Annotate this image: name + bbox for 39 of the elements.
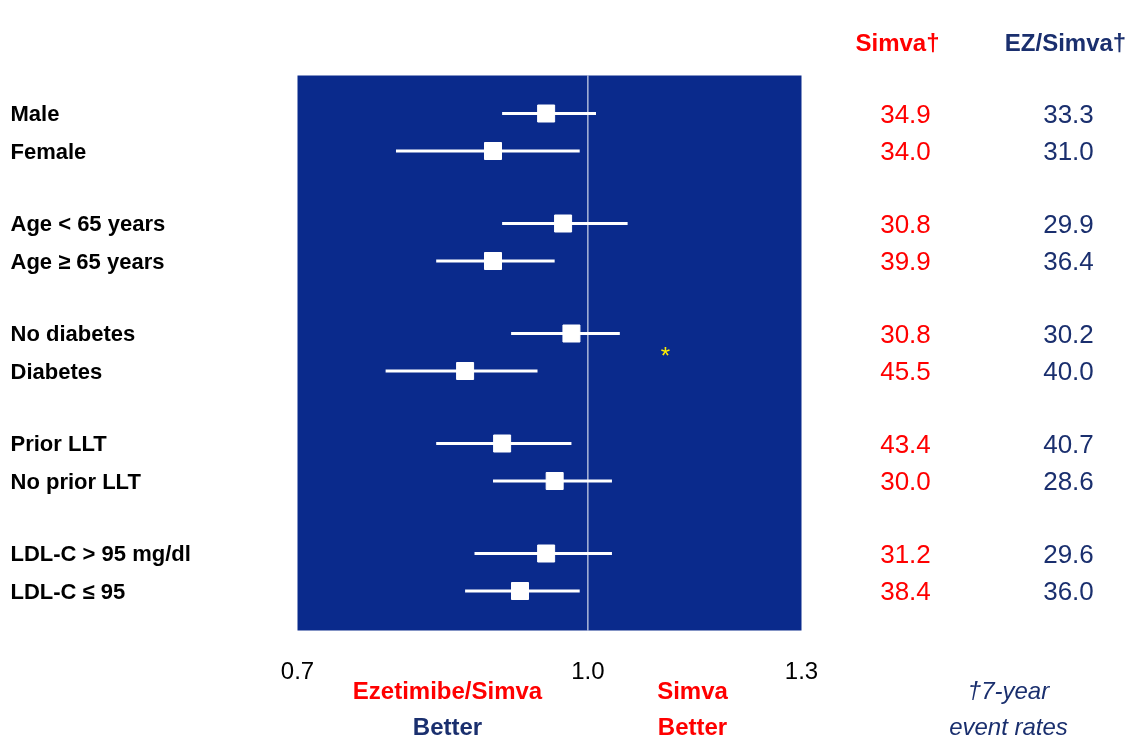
text: 39.9 [880, 246, 931, 276]
text: 36.4 [1043, 246, 1094, 276]
text: 31.0 [1043, 136, 1094, 166]
text: 29.6 [1043, 538, 1094, 569]
text: 40.0 [1043, 356, 1094, 386]
x-tick-label: 1.0 [571, 657, 605, 684]
y-tick-label: No prior LLT [10, 468, 142, 494]
text: 30.8 [880, 318, 931, 349]
y-tick-label: Prior LLT [10, 431, 108, 456]
x-tick-label: 0.7 [280, 657, 315, 684]
text: 38.4 [880, 576, 931, 606]
y-tick-label: LDL-C ≤ 95 [10, 578, 126, 604]
text: 34.0 [880, 136, 931, 166]
text: 30.0 [880, 466, 931, 496]
x-tick-label: 1.3 [784, 657, 819, 684]
text: Ezetimibe/Simva Better [352, 677, 543, 738]
text: 33.3 [1043, 98, 1094, 129]
y-tick-label: Diabetes [10, 358, 103, 384]
text: 34.9 [880, 98, 931, 129]
text: Simva† [855, 29, 940, 56]
text: †7-year event rates [949, 677, 1068, 738]
y-tick-label: No diabetes [10, 321, 136, 346]
text: 30.2 [1043, 318, 1094, 349]
text: EZ/Simva† [1004, 29, 1127, 56]
y-tick-label: Age < 65 years [10, 211, 166, 236]
y-tick-label: Male [10, 101, 60, 126]
text: 28.6 [1043, 466, 1094, 496]
y-tick-label: Age ≥ 65 years [10, 248, 165, 274]
text: 29.9 [1043, 208, 1094, 239]
y-tick-label: LDL-C > 95 mg/dl [10, 541, 191, 566]
text: 40.7 [1043, 428, 1094, 459]
text: 43.4 [880, 428, 931, 459]
text: 36.0 [1043, 576, 1094, 606]
text: 31.2 [880, 538, 931, 569]
annotation: * [660, 342, 671, 369]
text: 30.8 [880, 208, 931, 239]
text: Simva Better [657, 677, 729, 738]
y-tick-label: Female [10, 138, 87, 164]
text: 45.5 [880, 356, 931, 386]
